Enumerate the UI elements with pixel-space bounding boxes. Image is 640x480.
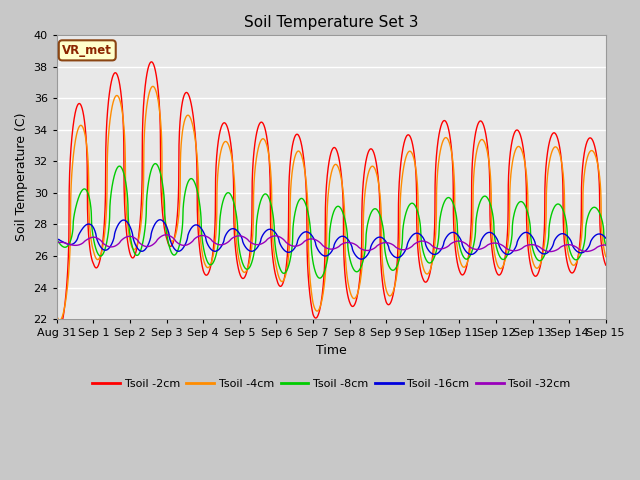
Legend: Tsoil -2cm, Tsoil -4cm, Tsoil -8cm, Tsoil -16cm, Tsoil -32cm: Tsoil -2cm, Tsoil -4cm, Tsoil -8cm, Tsoi… (88, 374, 575, 393)
Tsoil -8cm (53, 237, 61, 242)
Tsoil -32cm (171, 237, 179, 242)
Tsoil -16cm (602, 235, 609, 241)
Tsoil -2cm (602, 262, 609, 268)
X-axis label: Time: Time (316, 344, 347, 357)
Tsoil -8cm (207, 262, 214, 268)
Tsoil -2cm (148, 59, 156, 65)
Y-axis label: Soil Temperature (C): Soil Temperature (C) (15, 113, 28, 241)
Tsoil -8cm (316, 276, 324, 281)
Line: Tsoil -2cm: Tsoil -2cm (57, 62, 605, 331)
Tsoil -16cm (156, 217, 164, 223)
Tsoil -4cm (53, 312, 61, 318)
Tsoil -4cm (385, 293, 393, 299)
Tsoil -32cm (602, 242, 609, 248)
Tsoil -16cm (358, 256, 365, 262)
Tsoil -8cm (385, 264, 393, 269)
Tsoil -32cm (395, 246, 403, 252)
Tsoil -16cm (53, 237, 61, 242)
Title: Soil Temperature Set 3: Soil Temperature Set 3 (244, 15, 419, 30)
Tsoil -8cm (395, 259, 403, 264)
Tsoil -32cm (550, 248, 557, 254)
Tsoil -4cm (550, 145, 557, 151)
Tsoil -2cm (54, 328, 62, 334)
Tsoil -2cm (207, 264, 214, 270)
Tsoil -8cm (152, 161, 159, 167)
Tsoil -32cm (207, 236, 214, 241)
Tsoil -4cm (602, 254, 609, 260)
Tsoil -32cm (547, 249, 554, 254)
Tsoil -2cm (550, 130, 557, 136)
Line: Tsoil -8cm: Tsoil -8cm (57, 164, 605, 278)
Tsoil -2cm (171, 233, 179, 239)
Tsoil -4cm (56, 317, 63, 323)
Tsoil -4cm (395, 255, 403, 261)
Tsoil -4cm (149, 84, 157, 89)
Line: Tsoil -16cm: Tsoil -16cm (57, 220, 605, 259)
Tsoil -16cm (171, 246, 179, 252)
Tsoil -16cm (385, 246, 393, 252)
Tsoil -2cm (395, 194, 403, 200)
Tsoil -8cm (550, 205, 557, 211)
Tsoil -2cm (602, 262, 609, 268)
Text: VR_met: VR_met (62, 44, 112, 57)
Line: Tsoil -4cm: Tsoil -4cm (57, 86, 605, 320)
Line: Tsoil -32cm: Tsoil -32cm (57, 235, 605, 252)
Tsoil -32cm (53, 240, 61, 245)
Tsoil -4cm (171, 235, 179, 240)
Tsoil -32cm (163, 232, 170, 238)
Tsoil -16cm (207, 246, 214, 252)
Tsoil -16cm (395, 254, 403, 260)
Tsoil -32cm (385, 240, 393, 246)
Tsoil -2cm (385, 302, 393, 308)
Tsoil -16cm (602, 235, 609, 241)
Tsoil -2cm (53, 326, 61, 332)
Tsoil -16cm (550, 239, 557, 245)
Tsoil -4cm (207, 262, 214, 268)
Tsoil -8cm (171, 252, 179, 258)
Tsoil -32cm (602, 242, 609, 248)
Tsoil -8cm (602, 242, 609, 248)
Tsoil -8cm (602, 242, 609, 248)
Tsoil -4cm (602, 253, 609, 259)
